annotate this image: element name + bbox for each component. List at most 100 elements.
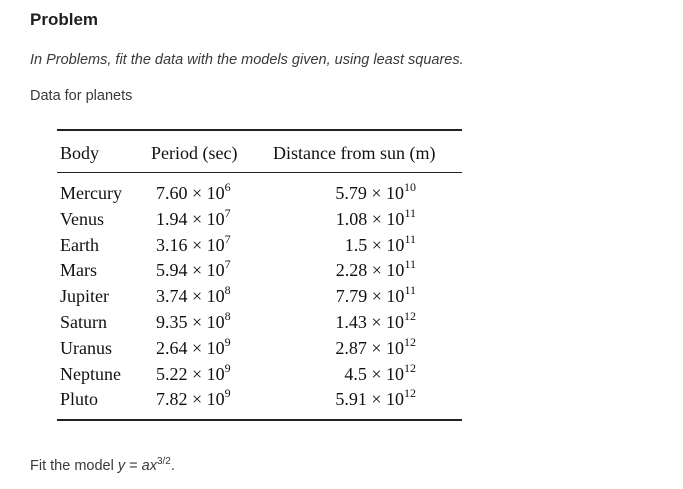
cell-body: Jupiter xyxy=(60,286,109,307)
cell-period-exponent: 7 xyxy=(224,257,231,272)
model-instruction: Fit the model y = ax3/2. xyxy=(30,456,175,475)
model-exponent: 3/2 xyxy=(156,456,171,467)
table-bottom-rule xyxy=(57,419,462,422)
cell-distance-mantissa: 1.5 xyxy=(344,234,368,255)
cell-distance-mantissa: 5.79 xyxy=(335,183,367,203)
cell-distance-mantissa: 2.28 xyxy=(335,260,368,281)
cell-period: 1.94 × 107 xyxy=(156,205,231,230)
times-sign: × 10 xyxy=(367,208,405,229)
cell-distance-exponent: 12 xyxy=(404,360,416,375)
cell-distance-mantissa: 5.91 xyxy=(335,389,367,410)
cell-period-mantissa: 5.94 xyxy=(156,260,188,281)
cell-period-exponent: 9 xyxy=(224,334,231,349)
cell-distance: 1.43 × 1012 xyxy=(335,308,416,333)
cell-distance: 5.79 × 1010 xyxy=(335,180,416,204)
cell-period: 5.22 × 109 xyxy=(156,360,231,385)
cell-body: Mercury xyxy=(60,183,122,203)
cell-body: Venus xyxy=(60,208,104,229)
problem-instruction: In Problems, fit the data with the model… xyxy=(30,52,464,68)
cell-distance-exponent: 12 xyxy=(404,334,416,349)
cell-distance-mantissa: 2.87 xyxy=(335,337,367,358)
table-row: Neptune 5.22 × 109 4.5 × 1012 xyxy=(57,362,462,388)
header-distance: Distance from sun (m) xyxy=(273,143,436,163)
times-sign: × 10 xyxy=(187,234,225,255)
cell-period-exponent: 9 xyxy=(224,360,231,375)
header-body: Body xyxy=(60,143,100,163)
cell-distance-exponent: 12 xyxy=(404,386,416,401)
cell-distance-mantissa: 7.79 xyxy=(335,286,368,307)
cell-period-mantissa: 7.82 xyxy=(156,389,188,410)
cell-body: Uranus xyxy=(60,337,112,358)
cell-period: 3.74 × 108 xyxy=(156,283,231,307)
table-row: Pluto 7.82 × 109 5.91 × 1012 xyxy=(57,387,462,413)
cell-period-mantissa: 9.35 xyxy=(156,311,188,332)
times-sign: × 10 xyxy=(187,286,225,307)
times-sign: × 10 xyxy=(187,311,225,332)
cell-period: 5.94 × 107 xyxy=(156,257,231,281)
model-lhs: y xyxy=(117,458,126,474)
cell-period-mantissa: 1.94 xyxy=(156,208,188,229)
cell-period-mantissa: 5.22 xyxy=(156,363,188,384)
times-sign: × 10 xyxy=(366,311,404,332)
table-row: Mars 5.94 × 107 2.28 × 1011 xyxy=(57,258,462,284)
cell-body: Earth xyxy=(60,234,99,255)
planet-data-table: Body Period (sec) Distance from sun (m) … xyxy=(57,129,462,422)
times-sign: × 10 xyxy=(367,286,405,307)
times-sign: × 10 xyxy=(367,234,405,255)
cell-distance-exponent: 10 xyxy=(404,180,416,194)
cell-distance-exponent: 12 xyxy=(404,308,416,323)
times-sign: × 10 xyxy=(187,183,225,203)
times-sign: × 10 xyxy=(366,363,404,384)
times-sign: × 10 xyxy=(366,389,404,410)
cell-distance-mantissa: 4.5 xyxy=(344,363,367,384)
cell-period-mantissa: 3.74 xyxy=(156,286,188,307)
cell-period-exponent: 8 xyxy=(224,283,231,298)
cell-period-exponent: 9 xyxy=(224,386,231,401)
model-equals: = xyxy=(125,458,142,474)
cell-period-mantissa: 7.60 xyxy=(156,183,188,203)
model-coefficient: ax xyxy=(141,458,157,474)
times-sign: × 10 xyxy=(187,208,225,229)
cell-distance: 7.79 × 1011 xyxy=(335,283,416,307)
cell-period-mantissa: 2.64 xyxy=(156,337,188,358)
table-body: Mercury 7.60 × 106 5.79 × 1010 Venus 1.94 × … xyxy=(57,181,462,413)
cell-period-mantissa: 3.16 xyxy=(156,234,188,255)
times-sign: × 10 xyxy=(187,389,225,410)
cell-period: 7.82 × 109 xyxy=(156,386,231,410)
model-prefix: Fit the model xyxy=(30,458,118,474)
cell-period-exponent: 7 xyxy=(224,205,231,220)
table-header-row: Body Period (sec) Distance from sun (m) xyxy=(57,131,462,165)
cell-period-exponent: 7 xyxy=(224,231,231,246)
table-caption: Data for planets xyxy=(30,88,133,104)
cell-distance-exponent: 11 xyxy=(404,283,416,298)
times-sign: × 10 xyxy=(366,337,404,358)
model-suffix: . xyxy=(170,458,175,474)
table-row: Mercury 7.60 × 106 5.79 × 1010 xyxy=(57,181,462,207)
cell-distance: 4.5 × 1012 xyxy=(344,360,416,385)
times-sign: × 10 xyxy=(187,260,225,281)
times-sign: × 10 xyxy=(367,260,405,281)
cell-period: 7.60 × 106 xyxy=(156,180,231,204)
cell-distance: 1.5 × 1011 xyxy=(344,231,416,256)
cell-body: Saturn xyxy=(60,311,107,332)
cell-body: Neptune xyxy=(60,363,121,384)
cell-period: 3.16 × 107 xyxy=(156,231,231,256)
cell-distance-exponent: 11 xyxy=(404,231,416,246)
cell-distance-mantissa: 1.43 xyxy=(335,311,367,332)
table-top-rule xyxy=(57,129,462,131)
table-header-rule xyxy=(57,172,462,173)
times-sign: × 10 xyxy=(187,363,225,384)
cell-distance-exponent: 11 xyxy=(404,205,416,220)
table-row: Jupiter 3.74 × 108 7.79 × 1011 xyxy=(57,284,462,310)
times-sign: × 10 xyxy=(366,183,404,203)
cell-distance-mantissa: 1.08 xyxy=(335,208,368,229)
table-row: Uranus 2.64 × 10 9 2.87 × 1012 xyxy=(57,336,462,362)
cell-period-exponent: 6 xyxy=(224,180,231,194)
table-row: Earth 3.16 × 107 1.5 × 1011 xyxy=(57,233,462,259)
cell-distance-exponent: 11 xyxy=(404,257,416,272)
cell-period-exponent: 8 xyxy=(224,308,231,323)
cell-body: Pluto xyxy=(60,389,99,410)
cell-body: Mars xyxy=(60,260,97,281)
cell-period: 9.35 × 108 xyxy=(156,308,231,333)
cell-distance: 2.87 × 1012 xyxy=(335,334,416,359)
